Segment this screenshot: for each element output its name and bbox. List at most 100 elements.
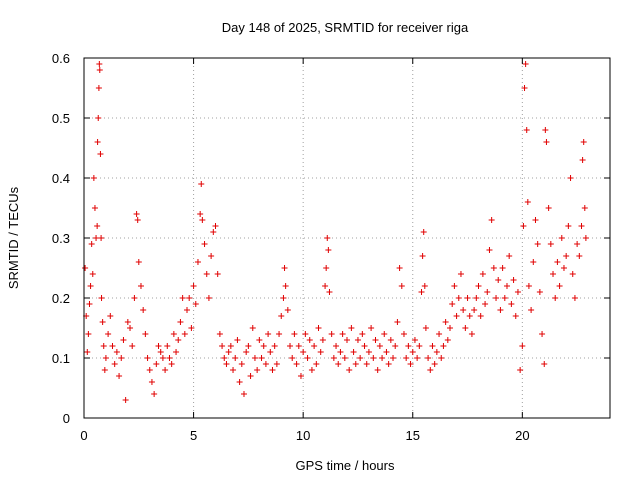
data-point: [433, 349, 440, 355]
data-point: [442, 319, 449, 325]
data-point: [569, 271, 576, 277]
data-point: [346, 367, 353, 373]
data-point: [425, 355, 432, 361]
data-point: [94, 139, 101, 145]
y-tick-label: 0.4: [52, 171, 70, 186]
y-tick-label: 0.6: [52, 51, 70, 66]
data-point: [262, 361, 269, 367]
data-point: [427, 367, 434, 373]
data-point: [528, 307, 535, 313]
data-point: [113, 349, 120, 355]
data-point: [214, 271, 221, 277]
data-point: [348, 325, 355, 331]
data-point: [317, 349, 324, 355]
data-point: [554, 259, 561, 265]
data-point: [457, 271, 464, 277]
data-point: [484, 289, 491, 295]
data-point: [157, 349, 164, 355]
data-point: [302, 331, 309, 337]
data-point: [460, 307, 467, 313]
data-point: [127, 325, 134, 331]
data-point: [223, 361, 230, 367]
x-tick-label: 5: [190, 428, 197, 443]
data-point: [411, 337, 418, 343]
data-point: [109, 343, 116, 349]
data-point: [293, 361, 300, 367]
data-point: [137, 283, 144, 289]
data-point: [95, 115, 102, 121]
data-point: [280, 295, 287, 301]
data-point: [315, 325, 322, 331]
data-point: [409, 349, 416, 355]
data-point: [273, 361, 280, 367]
data-point: [271, 343, 278, 349]
data-point: [438, 355, 445, 361]
data-point: [120, 337, 127, 343]
data-point: [208, 253, 215, 259]
data-point: [444, 337, 451, 343]
data-point: [510, 277, 517, 283]
data-point: [506, 253, 513, 259]
data-point: [186, 295, 193, 301]
data-point: [560, 265, 567, 271]
y-tick-label: 0.2: [52, 291, 70, 306]
data-point: [175, 337, 182, 343]
data-point: [363, 361, 370, 367]
data-point: [311, 343, 318, 349]
data-point: [486, 247, 493, 253]
data-point: [144, 355, 151, 361]
data-point: [99, 319, 106, 325]
data-point: [468, 331, 475, 337]
data-point: [210, 229, 217, 235]
x-tick-label: 10: [296, 428, 310, 443]
data-point: [322, 283, 329, 289]
data-point: [341, 355, 348, 361]
data-point: [227, 343, 234, 349]
data-point: [580, 139, 587, 145]
data-point: [508, 301, 515, 307]
data-point: [88, 241, 95, 247]
data-point: [547, 241, 554, 247]
data-point: [111, 361, 118, 367]
data-point: [396, 265, 403, 271]
data-point: [324, 235, 331, 241]
data-point: [243, 349, 250, 355]
data-point: [148, 379, 155, 385]
data-point: [390, 355, 397, 361]
data-point: [101, 367, 108, 373]
data-point: [479, 271, 486, 277]
data-point: [376, 343, 383, 349]
data-point: [205, 295, 212, 301]
data-point: [493, 295, 500, 301]
data-point: [82, 265, 89, 271]
data-point: [245, 343, 252, 349]
y-tick-label: 0.1: [52, 351, 70, 366]
data-point: [168, 361, 175, 367]
data-point: [392, 343, 399, 349]
data-point: [238, 361, 245, 367]
data-point: [190, 283, 197, 289]
grid-lines: [84, 58, 610, 418]
data-point: [523, 127, 530, 133]
axis-ticks: [83, 57, 610, 419]
data-point: [162, 367, 169, 373]
data-point: [455, 295, 462, 301]
data-point: [131, 295, 138, 301]
data-point: [394, 319, 401, 325]
x-tick-label: 0: [80, 428, 87, 443]
data-point: [436, 331, 443, 337]
data-point: [326, 289, 333, 295]
data-point: [574, 241, 581, 247]
data-point: [216, 331, 223, 337]
data-point: [304, 355, 311, 361]
data-point: [431, 361, 438, 367]
data-point: [545, 205, 552, 211]
data-point: [383, 349, 390, 355]
data-point: [379, 355, 386, 361]
data-point: [372, 337, 379, 343]
data-point: [291, 331, 298, 337]
data-point: [381, 331, 388, 337]
data-point: [96, 61, 103, 67]
data-point: [232, 355, 239, 361]
data-point: [449, 301, 456, 307]
